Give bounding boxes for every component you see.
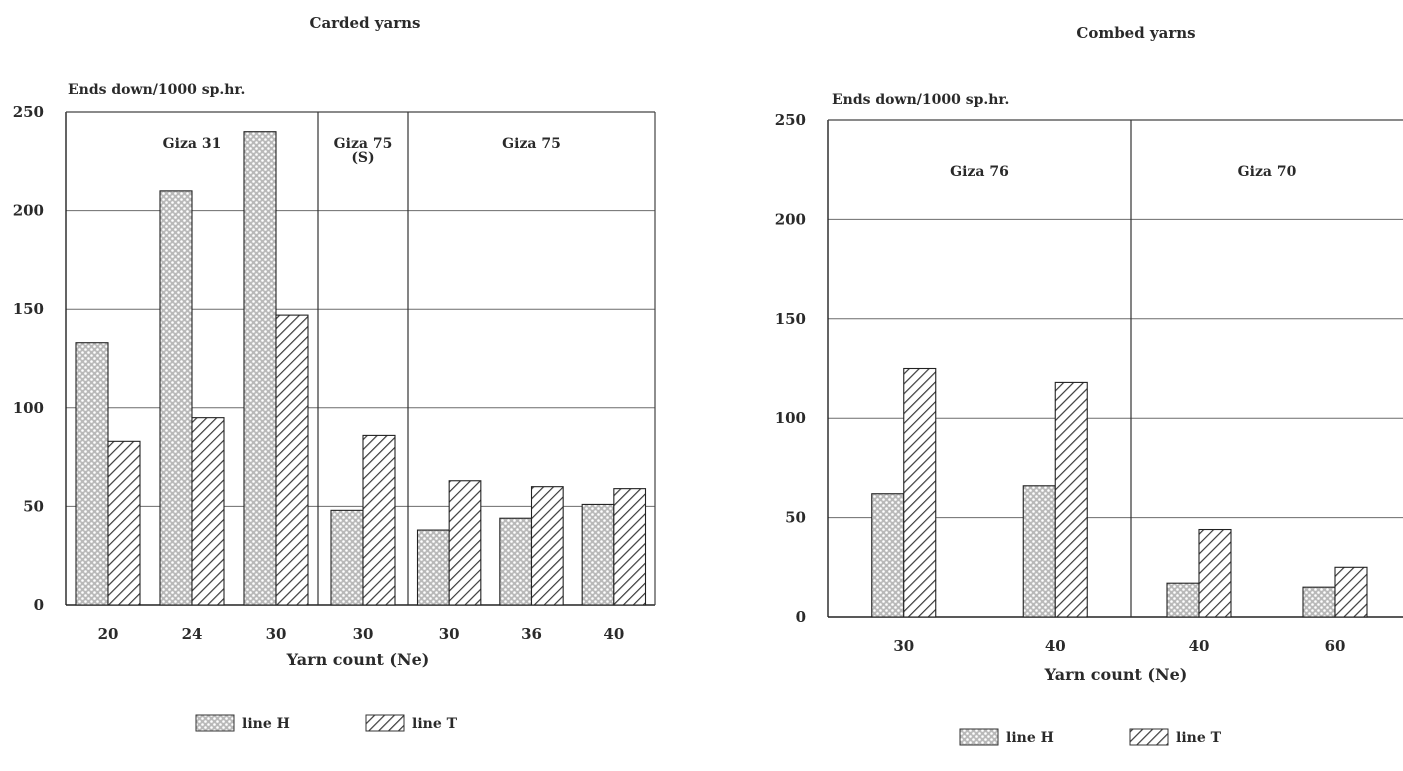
y-axis-label: Ends down/1000 sp.hr.: [68, 82, 245, 98]
y-tick-label: 100: [13, 399, 44, 417]
x-tick-label: 30: [353, 625, 374, 643]
legend-swatch-line-t: [365, 714, 405, 732]
legend-label: line H: [242, 716, 290, 732]
bar-line-h: [330, 509, 364, 606]
x-tick-label: 20: [98, 625, 119, 643]
x-tick-label: 40: [1189, 637, 1210, 655]
group-label: Giza 76: [950, 164, 1009, 180]
bar-line-h: [871, 493, 905, 618]
bar-line-h: [75, 342, 109, 606]
bar-line-h: [416, 529, 450, 606]
x-tick-label: 30: [893, 637, 914, 655]
chart-carded: Carded yarns Ends down/1000 sp.hr. 0 50 100 1…: [13, 14, 656, 732]
y-tick-label: 100: [775, 409, 806, 427]
legend-swatch-line-h: [195, 714, 235, 732]
x-axis-label: Yarn count (Ne): [1044, 665, 1188, 684]
legend-swatch-line-h: [959, 728, 999, 746]
x-tick-label: 60: [1325, 637, 1346, 655]
x-tick-label: 40: [603, 625, 624, 643]
bar-line-t: [1334, 566, 1368, 618]
y-tick-label: 250: [775, 111, 806, 129]
x-tick-label: 36: [521, 625, 542, 643]
bar-line-t: [362, 434, 396, 606]
x-tick-label: 30: [439, 625, 460, 643]
legend-label: line T: [1176, 730, 1222, 746]
x-tick-label: 40: [1045, 637, 1066, 655]
y-tick-label: 50: [785, 509, 806, 527]
bar-line-t: [107, 440, 141, 606]
bar-line-h: [1302, 586, 1336, 618]
bar-line-t: [1054, 381, 1088, 618]
bar-line-t: [1198, 528, 1232, 618]
x-axis-label: Yarn count (Ne): [286, 650, 430, 669]
legend-label: line H: [1006, 730, 1054, 746]
legend-label: line T: [412, 716, 458, 732]
y-tick-label: 0: [34, 596, 44, 614]
group-label: Giza 75: [334, 136, 393, 152]
bar-line-h: [1022, 485, 1056, 618]
group-label: (S): [351, 150, 374, 166]
y-tick-label: 50: [23, 497, 44, 515]
bar-line-h: [159, 190, 193, 606]
group-label: Giza 70: [1238, 164, 1297, 180]
y-tick-label: 150: [13, 300, 44, 318]
chart-title: Combed yarns: [1076, 24, 1195, 42]
y-tick-label: 150: [775, 310, 806, 328]
bar-line-t: [275, 314, 309, 606]
x-tick-label: 24: [182, 625, 203, 643]
bar-line-t: [903, 367, 937, 618]
group-label: Giza 75: [502, 136, 561, 152]
legend: line H line T: [959, 728, 1222, 746]
legend: line H line T: [195, 714, 458, 732]
bar-line-t: [448, 480, 482, 606]
y-axis-label: Ends down/1000 sp.hr.: [832, 92, 1009, 108]
bar-line-h: [243, 131, 277, 606]
x-tick-label: 30: [266, 625, 287, 643]
bar-line-h: [499, 517, 533, 606]
chart-combed: Combed yarns Ends down/1000 sp.hr. 0 50 100 1…: [775, 24, 1403, 746]
y-tick-label: 200: [775, 210, 806, 228]
bar-line-t: [191, 417, 225, 606]
y-tick-label: 0: [796, 608, 806, 626]
bar-line-t: [530, 486, 564, 606]
y-tick-label: 250: [13, 103, 44, 121]
bar-line-t: [613, 488, 647, 606]
legend-swatch-line-t: [1129, 728, 1169, 746]
y-tick-label: 200: [13, 202, 44, 220]
group-label: Giza 31: [163, 136, 222, 152]
bar-line-h: [1166, 582, 1200, 618]
bar-line-h: [581, 503, 615, 606]
chart-title: Carded yarns: [310, 14, 421, 32]
